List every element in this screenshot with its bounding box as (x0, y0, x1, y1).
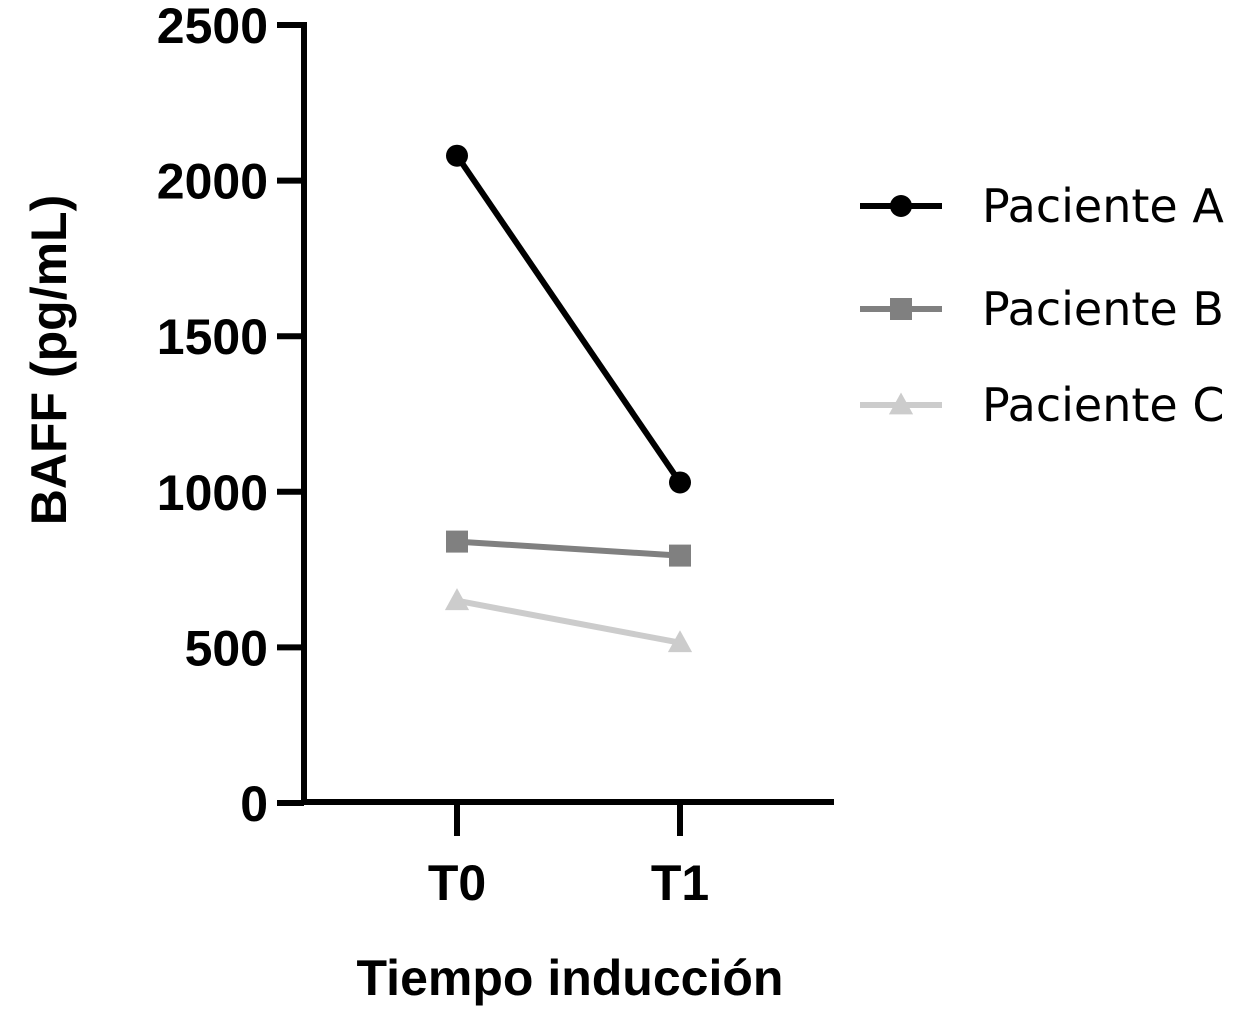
series-line (456, 597, 681, 646)
legend-item: Paciente B (860, 282, 1224, 336)
data-point (669, 471, 691, 494)
data-point (446, 144, 468, 167)
x-tick-label: T0 (428, 855, 486, 911)
legend-marker (888, 392, 914, 415)
y-axis-title: BAFF (pg/mL) (21, 195, 77, 525)
legend-marker (890, 298, 912, 320)
legend-label: Paciente A (982, 179, 1224, 233)
legend-item: Paciente C (860, 378, 1224, 432)
y-tick-label: 2500 (157, 0, 268, 54)
data-point (669, 544, 691, 567)
y-tick-label: 500 (185, 620, 268, 676)
series-line (456, 538, 681, 559)
series-layer (444, 144, 693, 653)
legend-label: Paciente B (982, 282, 1224, 336)
legend: Paciente A Paciente B Paciente C (860, 179, 1224, 432)
legend-label: Paciente C (982, 378, 1224, 432)
series-paciente-b (446, 530, 691, 567)
y-tick-label: 2000 (157, 154, 268, 210)
data-point (444, 588, 470, 611)
data-point (446, 530, 468, 553)
y-tick-label: 1500 (157, 309, 268, 365)
series-paciente-a (446, 144, 691, 494)
legend-item: Paciente A (860, 179, 1224, 233)
x-axis-title: Tiempo inducción (357, 950, 784, 1006)
y-tick-label: 0 (240, 776, 268, 832)
data-point (667, 630, 693, 653)
series-paciente-c (444, 588, 693, 653)
x-axis-ticks: T0 T1 (428, 802, 709, 911)
y-tick-label: 1000 (157, 465, 268, 521)
x-tick-label: T1 (651, 855, 709, 911)
y-axis-ticks: 0 500 1000 1500 2000 2500 (157, 0, 304, 832)
legend-marker (890, 195, 912, 217)
series-line (454, 154, 683, 485)
